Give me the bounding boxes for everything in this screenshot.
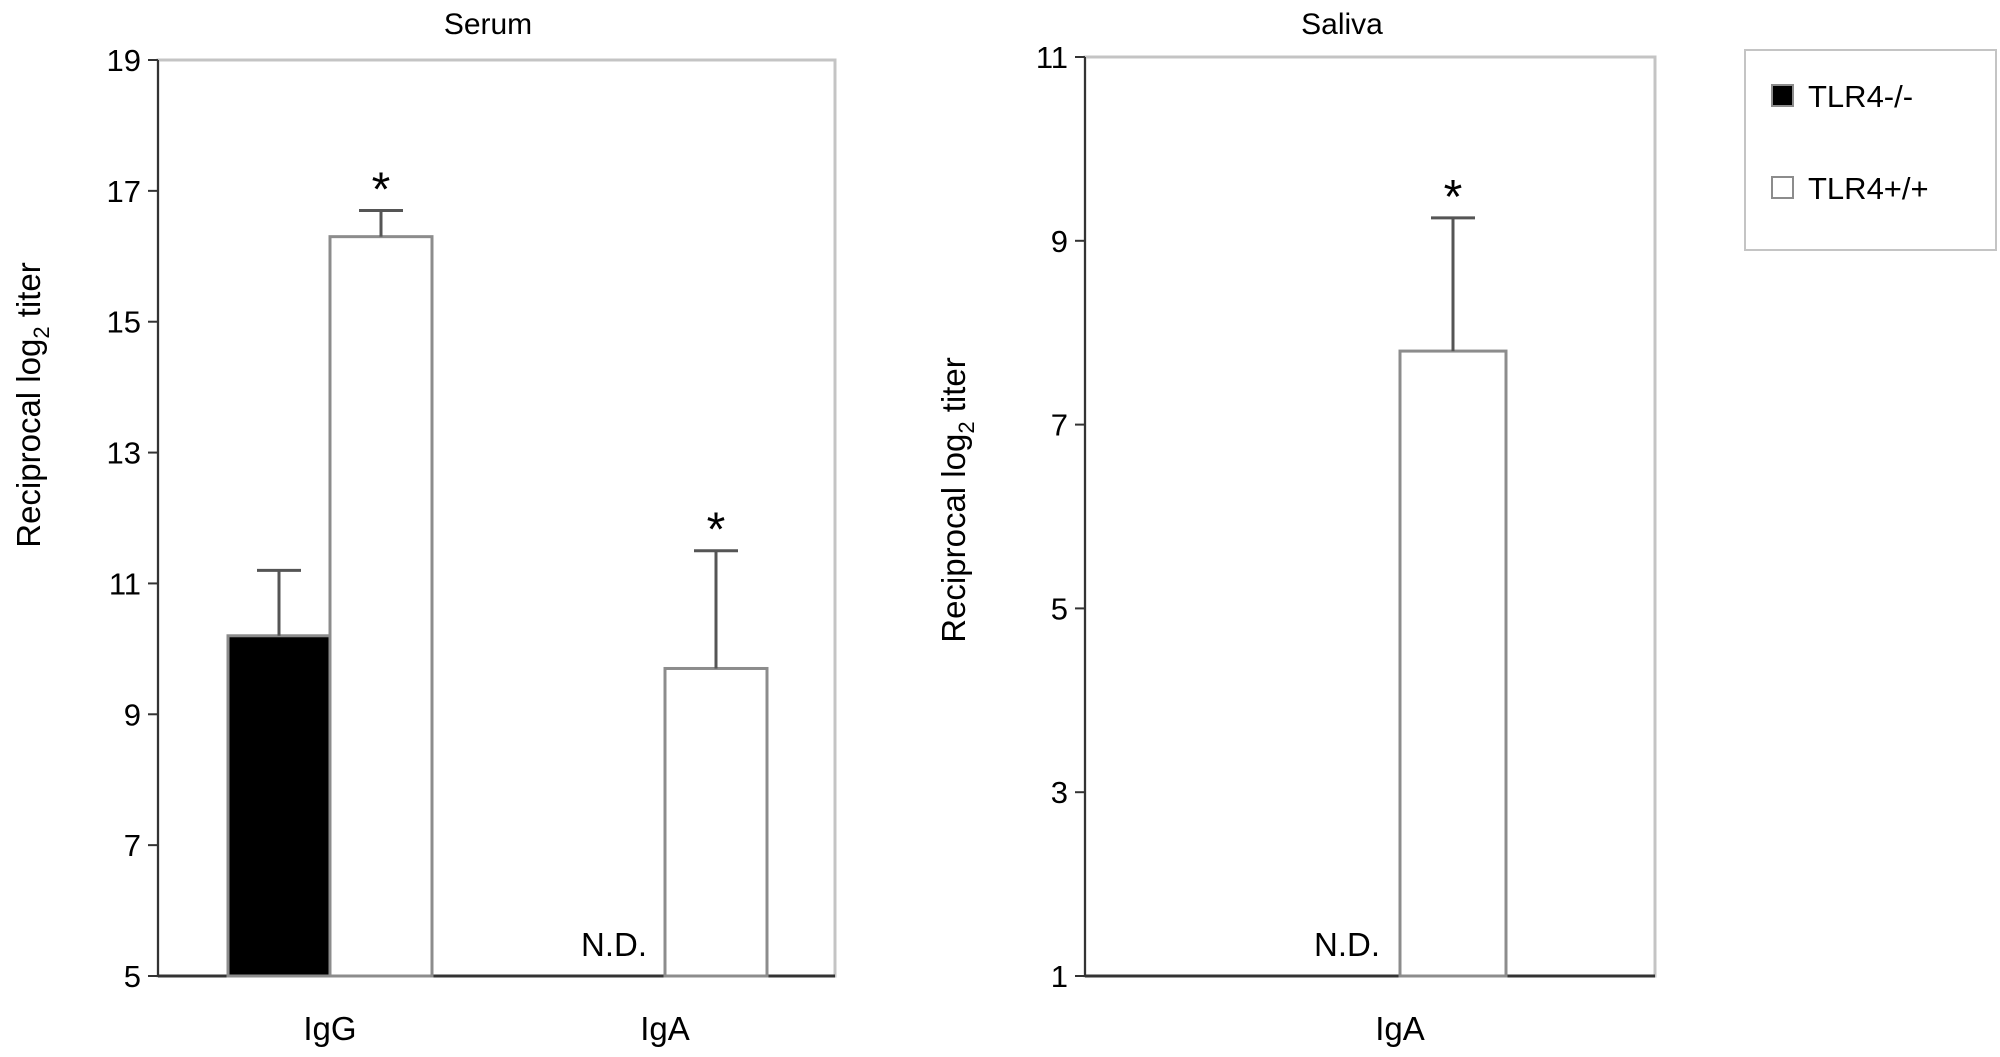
saliva-nd-label: N.D. xyxy=(1314,926,1380,963)
serum-bar-igg-tlr4-ko xyxy=(226,634,332,978)
serum-plot-area: 5 7 9 11 13 15 17 19 IgG N.D. IgA * * xyxy=(107,43,837,1047)
saliva-title: Saliva xyxy=(1301,8,1383,41)
serum-y-tick-label: 15 xyxy=(107,305,141,340)
serum-y-axis-label: Reciprocal log2 titer xyxy=(10,262,54,548)
serum-panel: Serum Reciprocal log2 titer 5 7 9 11 13 15 17 1… xyxy=(10,8,837,1047)
serum-significance-star: * xyxy=(707,504,726,557)
saliva-y-tick-label: 11 xyxy=(1036,40,1068,75)
serum-x-category-label: IgA xyxy=(640,1010,690,1047)
saliva-y-tick-label: 1 xyxy=(1051,959,1068,994)
saliva-y-tick-label: 5 xyxy=(1051,591,1068,626)
legend-swatch-tlr4-ko xyxy=(1771,84,1794,107)
saliva-y-tick-label: 7 xyxy=(1051,408,1068,443)
serum-nd-label: N.D. xyxy=(581,926,647,963)
saliva-y-axis-label: Reciprocal log2 titer xyxy=(935,357,979,643)
legend: TLR4-/- TLR4+/+ xyxy=(1744,49,1997,251)
saliva-plot-frame xyxy=(1083,55,1657,978)
serum-y-tick-label: 5 xyxy=(124,959,141,994)
serum-bar-iga-tlr4-wt xyxy=(663,666,769,978)
legend-box xyxy=(1744,49,1997,251)
serum-y-tick-label: 19 xyxy=(107,43,141,78)
serum-significance-star: * xyxy=(372,163,391,216)
serum-x-category-label: IgG xyxy=(303,1010,356,1047)
serum-y-tick-label: 13 xyxy=(107,436,141,471)
serum-y-tick-label: 7 xyxy=(124,828,141,863)
legend-swatch-tlr4-wt xyxy=(1771,176,1794,199)
serum-y-tick-label: 17 xyxy=(107,174,141,209)
saliva-x-category-label: IgA xyxy=(1375,1010,1425,1047)
saliva-y-tick-label: 3 xyxy=(1051,775,1068,810)
saliva-plot-area: 1 3 5 7 9 11 N.D. IgA * xyxy=(1036,40,1657,1047)
serum-y-tick-label: 9 xyxy=(124,697,141,732)
saliva-panel: Saliva Reciprocal log2 titer 1 3 5 7 9 11 N.D.… xyxy=(935,8,1657,1047)
serum-bar-igg-tlr4-wt xyxy=(328,235,434,978)
saliva-significance-star: * xyxy=(1444,171,1463,224)
serum-title: Serum xyxy=(444,8,532,41)
legend-label-tlr4-wt: TLR4+/+ xyxy=(1808,171,1929,206)
saliva-bar-iga-tlr4-wt xyxy=(1398,349,1508,978)
saliva-y-tick-label: 9 xyxy=(1051,224,1068,259)
legend-label-tlr4-ko: TLR4-/- xyxy=(1808,79,1913,114)
serum-y-tick-label: 11 xyxy=(109,566,141,601)
